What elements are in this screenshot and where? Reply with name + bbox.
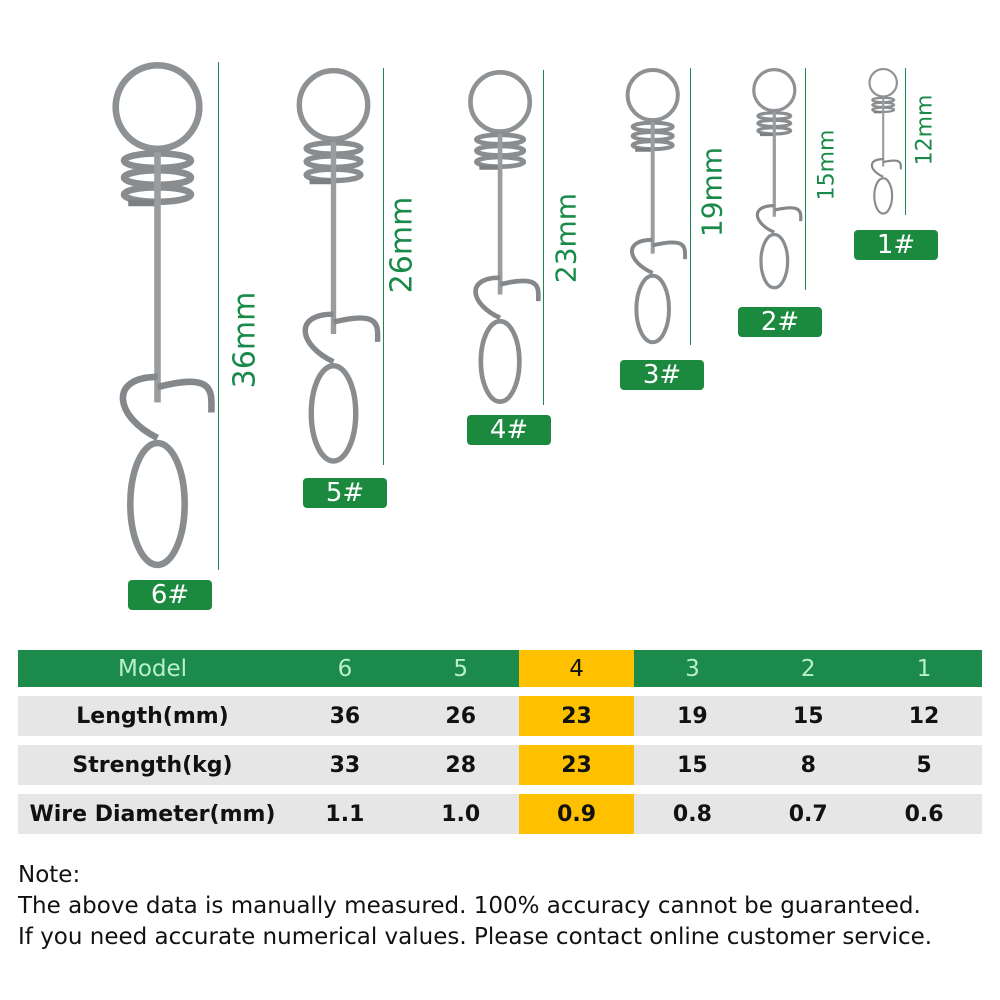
table-cell: 5 [866, 745, 982, 785]
table-cell: 12 [866, 696, 982, 736]
size-badge: 3# [620, 360, 704, 390]
measure-line [690, 68, 691, 345]
length-label: 12mm [912, 94, 938, 166]
table-cell: 0.6 [866, 794, 982, 834]
snap-image [465, 70, 543, 405]
length-label: 15mm [814, 129, 840, 201]
table-row: Length(mm) 36 26 23 19 15 12 [18, 696, 982, 736]
table-cell: 15 [634, 745, 751, 785]
header-model: 1 [866, 650, 982, 687]
table-row: Strength(kg) 33 28 23 15 8 5 [18, 745, 982, 785]
table-row: Wire Diameter(mm) 1.1 1.0 0.9 0.8 0.7 0.6 [18, 794, 982, 834]
table-cell: 1.0 [402, 794, 519, 834]
length-label: 19mm [695, 146, 729, 238]
header-label: Model [18, 650, 287, 687]
snap-image [867, 67, 903, 215]
measure-line [218, 62, 219, 570]
table-cell: 23 [518, 696, 635, 736]
table-cell: 0.7 [750, 794, 867, 834]
size-badge: 5# [303, 478, 387, 508]
header-model: 2 [750, 650, 867, 687]
note-line-2: If you need accurate numerical values. P… [18, 924, 933, 950]
size-badge: 4# [467, 415, 551, 445]
snap-image [293, 68, 383, 465]
table-cell: 0.8 [634, 794, 751, 834]
table-cell: 33 [287, 745, 403, 785]
row-label: Strength(kg) [18, 745, 287, 785]
table-cell: 23 [518, 745, 635, 785]
header-model: 3 [634, 650, 751, 687]
row-label: Length(mm) [18, 696, 287, 736]
size-badge: 2# [738, 307, 822, 337]
length-label: 23mm [549, 192, 583, 284]
note-line-1: The above data is manually measured. 100… [18, 893, 921, 919]
table-cell: 0.9 [518, 794, 635, 834]
snap-image [108, 61, 218, 570]
size-badge: 6# [128, 580, 212, 610]
snap-image [623, 67, 689, 345]
size-badge: 1# [854, 230, 938, 260]
note-title: Note: [18, 862, 81, 888]
table-cell: 8 [750, 745, 867, 785]
measure-line [905, 68, 906, 215]
table-cell: 36 [287, 696, 403, 736]
table-header-row: Model 6 5 4 3 2 1 [18, 650, 982, 687]
table-cell: 19 [634, 696, 751, 736]
table-cell: 15 [750, 696, 867, 736]
header-model: 6 [287, 650, 403, 687]
measure-line [543, 70, 544, 405]
table-cell: 1.1 [287, 794, 403, 834]
header-model: 5 [402, 650, 519, 687]
spec-table: Model 6 5 4 3 2 1 Length(mm) 36 26 23 19 15 12 Strengt… [18, 650, 982, 834]
row-label: Wire Diameter(mm) [18, 794, 287, 834]
measure-line [383, 68, 384, 465]
length-label: 26mm [384, 196, 420, 294]
table-cell: 26 [402, 696, 519, 736]
measure-line [805, 68, 806, 290]
table-cell: 28 [402, 745, 519, 785]
header-model: 4 [518, 650, 635, 687]
snap-image [750, 67, 804, 290]
length-label: 36mm [227, 291, 263, 389]
